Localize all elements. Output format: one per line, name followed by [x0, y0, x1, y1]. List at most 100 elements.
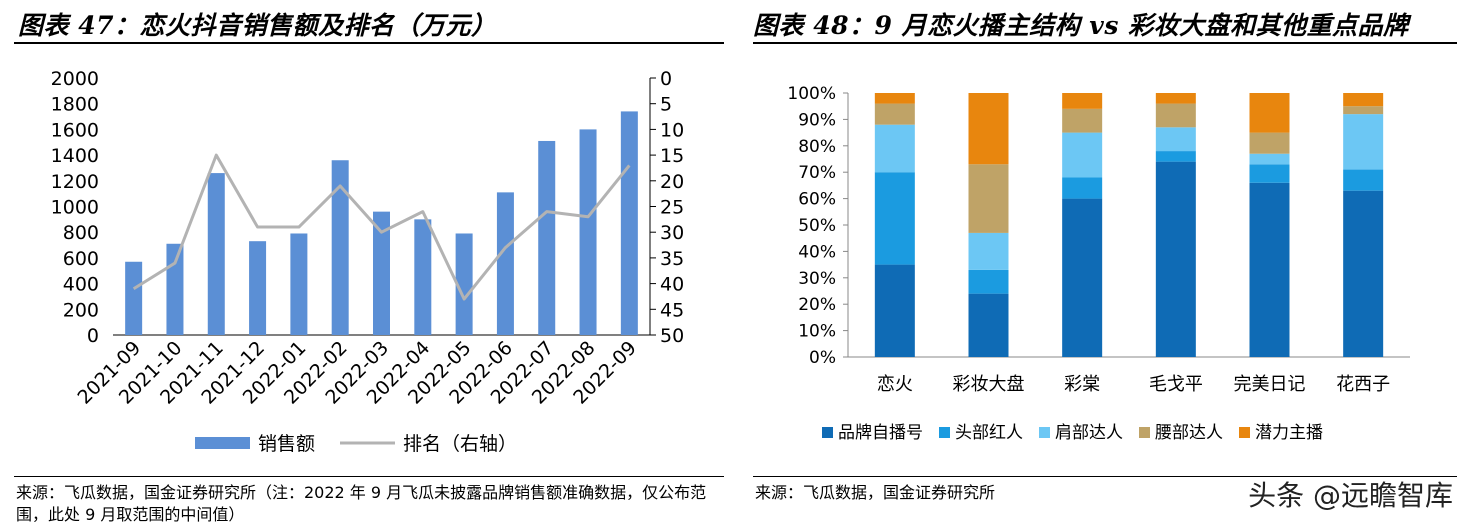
sales-bar: [331, 160, 349, 335]
left-chart: 0 200 400 600 800 1000 1200 1400 1600 1800 2000 0 5 1…: [51, 68, 685, 455]
y-tick-label: 600: [63, 248, 99, 270]
legend-label: 腰部达人: [1155, 423, 1223, 443]
x-tick-label: 彩妆大盘: [953, 374, 1025, 395]
y-tick-label: 90%: [798, 110, 836, 130]
sales-bar: [496, 192, 514, 335]
y2-tick-label: 45: [660, 299, 684, 321]
legend-label-rank: 排名（右轴）: [403, 433, 517, 455]
sales-bar: [166, 243, 184, 335]
stacked-segment: [874, 264, 915, 357]
stacked-segment: [1249, 132, 1290, 154]
right-chart-title: 图表 48：9 月恋火播主结构 vs 彩妆大盘和其他重点品牌: [753, 11, 1409, 40]
sales-bar: [455, 233, 473, 335]
x-tick-label: 毛戈平: [1149, 374, 1203, 395]
stacked-segment: [968, 232, 1009, 270]
y-tick-label: 60%: [798, 190, 836, 210]
legend-swatch: [1139, 427, 1150, 438]
stacked-segment: [968, 93, 1009, 165]
y-tick-label: 30%: [798, 269, 836, 289]
sales-bar: [414, 219, 432, 335]
y-tick-label: 0: [87, 325, 99, 347]
left-chart-title: 图表 47：恋火抖音销售额及排名（万元）: [18, 11, 497, 40]
watermark: 头条 @远瞻智库: [1248, 479, 1453, 512]
stacked-segment: [1343, 169, 1384, 191]
stacked-segment: [968, 269, 1009, 294]
stacked-segment: [874, 103, 915, 125]
legend-label: 肩部达人: [1055, 423, 1123, 443]
y2-tick-label: 0: [660, 68, 672, 90]
sales-bar: [290, 233, 308, 335]
x-tick-label: 完美日记: [1234, 374, 1306, 395]
sales-bar: [620, 111, 638, 335]
legend-label: 头部红人: [955, 423, 1023, 443]
y-tick-label: 2000: [51, 68, 99, 90]
stacked-segment: [1343, 114, 1384, 170]
y-tick-label: 1200: [51, 171, 99, 193]
stacked-segment: [1062, 198, 1103, 357]
right-source-note: 来源：飞瓜数据，国金证券研究所: [755, 483, 996, 502]
legend-label: 品牌自播号: [838, 423, 923, 443]
y-tick-label: 20%: [798, 295, 836, 315]
y-tick-label: 1400: [51, 145, 99, 167]
stacked-segment: [874, 124, 915, 173]
stacked-segment: [1249, 93, 1290, 133]
stacked-segment: [1062, 177, 1103, 199]
y2-tick-label: 5: [660, 94, 672, 116]
right-title-rule: [753, 42, 1457, 44]
sales-bar: [125, 261, 143, 335]
stacked-segment: [1343, 106, 1384, 115]
y-tick-label: 800: [63, 222, 99, 244]
y-tick-label: 1600: [51, 119, 99, 141]
sales-bar: [207, 173, 225, 335]
y2-tick-label: 15: [660, 145, 684, 167]
y-tick-label: 200: [63, 299, 99, 321]
y-tick-label: 50%: [798, 216, 836, 236]
rank-line: [132, 153, 631, 301]
y-tick-label: 70%: [798, 163, 836, 183]
left-title-rule: [14, 42, 724, 44]
sales-bar: [373, 211, 390, 335]
y2-tick-label: 50: [660, 325, 684, 347]
stacked-segment: [1062, 132, 1103, 178]
legend-swatch: [822, 427, 833, 438]
x-tick-label: 花西子: [1336, 374, 1390, 395]
y-tick-label: 100%: [787, 84, 836, 104]
legend-label: 潜力主播: [1255, 423, 1323, 443]
x-tick-label: 恋火: [877, 373, 913, 395]
y2-tick-label: 35: [660, 248, 684, 270]
y-tick-label: 1800: [51, 94, 99, 116]
y-tick-label: 80%: [798, 137, 836, 157]
stacked-segment: [1155, 161, 1196, 357]
stacked-segment: [1155, 103, 1196, 128]
legend-swatch: [1239, 427, 1250, 438]
y-tick-label: 0%: [809, 348, 836, 368]
legend-swatch: [1039, 427, 1050, 438]
stacked-segment: [1062, 108, 1103, 133]
right-source-rule: [753, 476, 1457, 477]
stacked-segment: [1155, 151, 1196, 162]
x-tick-label: 彩棠: [1064, 374, 1100, 395]
sales-bar: [538, 140, 556, 335]
y-tick-label: 40%: [798, 242, 836, 262]
y-tick-label: 400: [63, 274, 99, 296]
y2-tick-label: 40: [660, 274, 684, 296]
y2-tick-label: 25: [660, 197, 684, 219]
y2-tick-label: 10: [660, 119, 684, 141]
stacked-segment: [1155, 127, 1196, 152]
sales-bar: [249, 241, 267, 335]
stacked-segment: [874, 93, 915, 104]
right-chart: 0% 10% 20% 30% 40% 50% 60% 70% 80% 90% 100% 恋火 彩妆大盘 彩…: [787, 84, 1410, 443]
legend-swatch-sales: [195, 437, 250, 449]
stacked-segment: [1343, 93, 1384, 107]
sales-bar: [579, 129, 597, 335]
stacked-segment: [1062, 93, 1103, 109]
left-source-note: 来源：飞瓜数据，国金证券研究所（注：2022 年 9 月飞瓜未披露品牌销售额准确…: [16, 483, 707, 524]
stacked-segment: [1249, 153, 1290, 165]
stacked-segment: [1343, 190, 1384, 357]
stacked-segment: [1249, 182, 1290, 357]
stacked-segment: [874, 172, 915, 265]
y-tick-label: 10%: [798, 322, 836, 342]
y2-tick-label: 20: [660, 171, 684, 193]
stacked-segment: [968, 164, 1009, 233]
stacked-segment: [1249, 164, 1290, 183]
